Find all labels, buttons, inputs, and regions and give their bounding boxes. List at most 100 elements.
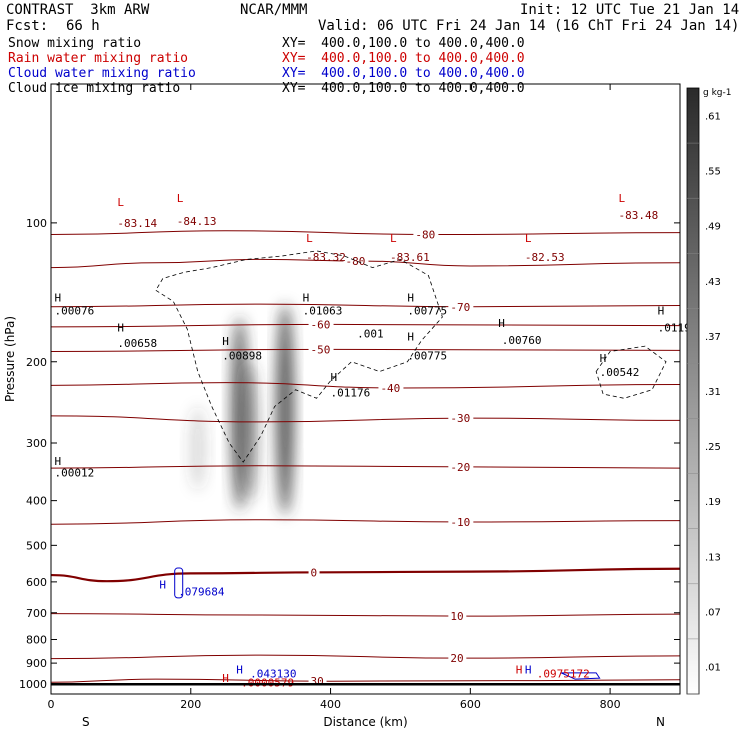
field-snow: Snow mixing ratio: [8, 36, 142, 51]
colorbar-label-8: .49: [705, 222, 721, 233]
isotherm-label-bg-8: [448, 515, 474, 528]
extremum-label-28: .00542: [600, 366, 640, 379]
y-tick-label-3: 400: [26, 495, 47, 508]
y-tick-label-9: 1000: [19, 678, 47, 691]
extremum-label-11: -83.48: [618, 209, 658, 222]
valid-time: Valid: 06 UTC Fri 24 Jan 14 (16 ChT Fri …: [318, 18, 740, 34]
isotherm-label-9: 0: [311, 566, 318, 579]
y-tick-label-8: 900: [26, 657, 47, 670]
field-cloudwater: Cloud water mixing ratio: [8, 66, 196, 81]
isotherm-label-bg-10: [448, 610, 467, 623]
isotherm-label-bg-7: [448, 460, 474, 473]
field-cloudwater-xy: XY= 400.0,100.0 to 400.0,400.0: [282, 66, 525, 81]
snow-shading: [188, 304, 295, 516]
isotherm-label-8: -10: [450, 516, 470, 529]
extremum-label-37: H: [236, 664, 243, 677]
extremum-label-43: .0975172: [537, 668, 590, 681]
cloud-ice-contours: [155, 250, 667, 680]
cloud-ice-outline-east: [595, 345, 667, 399]
extremum-label-41: H: [516, 664, 523, 677]
colorbar-label-5: .31: [705, 387, 721, 398]
extremum-label-29: H: [658, 305, 665, 318]
x-tick-label-3: 600: [460, 698, 481, 711]
extremum-label-16: H: [222, 335, 229, 348]
y-tick-label-6: 700: [26, 607, 47, 620]
y-tick-label-1: 200: [26, 356, 47, 369]
isotherm-line-11: [50, 654, 681, 660]
isotherm-line-10: [50, 613, 681, 617]
colorbar-unit: g kg-1: [703, 88, 731, 98]
y-tick-label-4: 500: [26, 539, 47, 552]
y-tick-label-5: 600: [26, 576, 47, 589]
extremum-label-35: H: [159, 578, 166, 591]
cloud-ice-outline: [155, 250, 443, 463]
isotherm-label-bg-5: [378, 382, 404, 395]
isotherm-label-bg-11: [448, 652, 467, 665]
isotherm-line-1: [50, 230, 681, 236]
x-tick-label-0: 0: [48, 698, 55, 711]
center-title: NCAR/MMM: [240, 2, 308, 18]
extremum-label-9: -82.53: [525, 251, 565, 264]
isotherm-line-9: [50, 567, 681, 583]
isotherm-label-5: -40: [380, 382, 400, 395]
isotherm-line-12: [50, 678, 681, 683]
isotherm-line-2: [50, 303, 681, 308]
colorbar: .01 .07 .13 .19 .25 .31 .37 .43 .49 .55 .61 g kg-1: [686, 87, 731, 695]
isotherm-label-3: -60: [311, 318, 331, 331]
isotherm-line-8: [50, 519, 681, 525]
extremum-label-0: L: [117, 196, 124, 209]
isotherm-line-0: [50, 258, 681, 269]
field-rain-xy: XY= 400.0,100.0 to 400.0,400.0: [282, 51, 525, 66]
extremum-label-42: H: [525, 664, 532, 677]
extrema-labels: L -83.14 L -84.13 L -83.32 L -83.61 L -82.53 L -83.…: [54, 192, 690, 690]
isotherm-label-0: -80: [346, 255, 366, 268]
extremum-label-8: L: [525, 232, 532, 245]
extremum-label-1: -83.14: [117, 217, 157, 230]
field-cloudice: Cloud ice mixing ratio: [8, 81, 181, 96]
colorbar-label-6: .37: [705, 332, 721, 343]
colorbar-ramp: [686, 87, 700, 695]
extremum-label-14: H: [117, 322, 124, 335]
isotherm-label-11: 20: [450, 652, 463, 665]
isotherm-label-bg-1: [413, 228, 439, 241]
cloud-water-outline: [174, 567, 184, 599]
extremum-label-4: L: [306, 232, 313, 245]
x-tick-label-2: 400: [320, 698, 341, 711]
snow-core-3: [188, 406, 207, 491]
forecast-hours: 66 h: [66, 18, 100, 34]
y-axis-title: Pressure (hPa): [3, 316, 17, 402]
isotherm-label-6: -30: [450, 412, 470, 425]
init-time: Init: 12 UTC Tue 21 Jan 14: [520, 2, 740, 18]
isotherm-label-bg-9: [308, 566, 320, 579]
colorbar-label-4: .25: [705, 442, 721, 453]
y-tick-label-7: 800: [26, 634, 47, 647]
colorbar-label-0: .01: [705, 662, 721, 673]
extremum-label-27: H: [600, 352, 607, 365]
extremum-label-21: H: [407, 291, 414, 304]
extremum-label-6: L: [390, 232, 397, 245]
x-axis-title: Distance (km): [323, 715, 407, 729]
south-label: S: [82, 715, 90, 729]
extremum-label-31: H: [331, 371, 338, 384]
model-title: CONTRAST 3km ARW: [6, 2, 150, 18]
extremum-label-30: .0119: [658, 322, 691, 335]
extremum-label-23: H: [407, 331, 414, 344]
north-label: N: [656, 715, 665, 729]
extremum-label-36: .079684: [178, 585, 225, 598]
isotherm-label-7: -20: [450, 461, 470, 474]
x-tick-label-1: 200: [180, 698, 201, 711]
colorbar-label-9: .55: [705, 167, 721, 178]
extremum-label-25: H: [498, 317, 505, 330]
isotherm-label-bg-4: [308, 343, 334, 356]
temperature-contours: -80 -80 -70 -60 -50 -40 -30 -20 -10 0 10 20 30: [50, 228, 681, 688]
field-rain: Rain water mixing ratio: [8, 51, 189, 66]
extremum-label-33: H: [54, 455, 61, 468]
isotherm-label-12: 30: [311, 675, 324, 688]
extremum-label-17: .00898: [222, 350, 262, 363]
isotherm-line-6: [50, 415, 681, 423]
plot-frame: [50, 83, 681, 695]
x-tick-label-4: 800: [600, 698, 621, 711]
extremum-label-22: .00775: [407, 305, 447, 318]
extremum-label-24: .00775: [407, 350, 447, 363]
